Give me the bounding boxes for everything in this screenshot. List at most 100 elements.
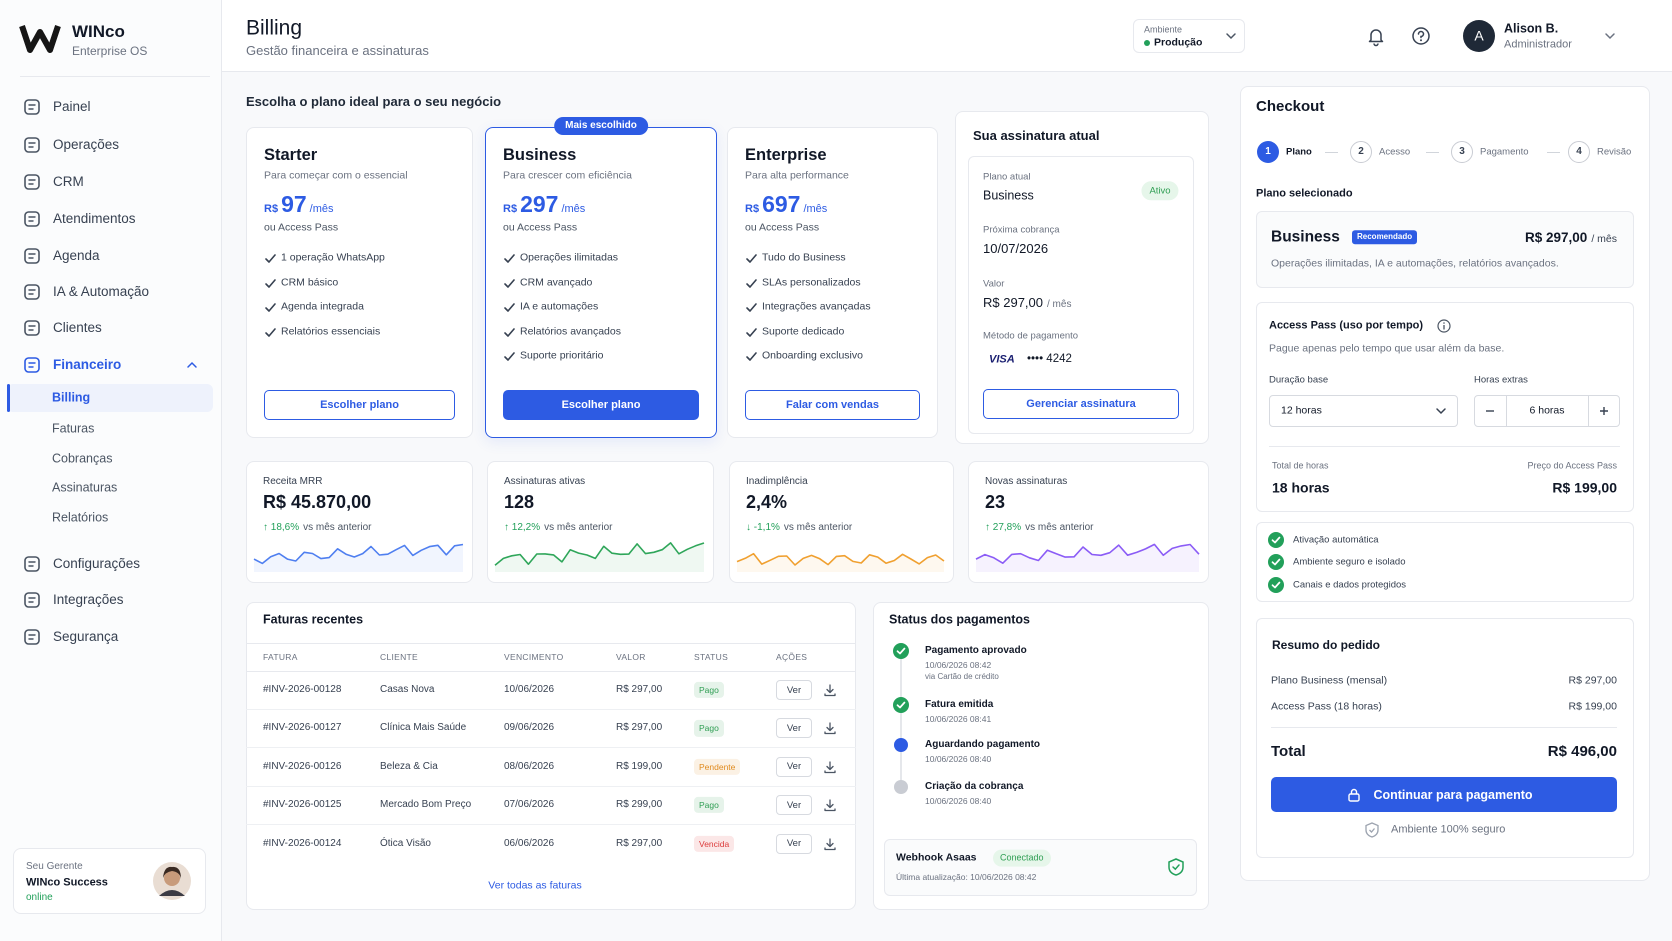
row-separator	[246, 785, 856, 787]
secure-icon	[1365, 822, 1379, 838]
event-time: 10/06/2026 08:40	[925, 795, 992, 806]
row-separator	[246, 709, 856, 710]
kpi-sparkline	[253, 543, 464, 572]
invoices-footer[interactable]: Ver todas as faturas	[488, 879, 582, 892]
nav-icon-part	[28, 289, 36, 295]
download-icon[interactable]	[823, 760, 837, 774]
nav-item[interactable]: Financeiro	[53, 356, 122, 372]
selected-plan-box	[1256, 211, 1634, 288]
event-detail: via Cartão de crédito	[925, 672, 999, 682]
view-button[interactable]: Ver	[776, 795, 812, 816]
view-button[interactable]: Ver	[776, 718, 812, 739]
plan-feature: Tudo do Business	[762, 251, 846, 264]
plan-feature: Integrações avançadas	[762, 300, 871, 313]
cell: R$ 297,00	[616, 837, 663, 849]
nav-item[interactable]: Painel	[53, 98, 91, 114]
view-button[interactable]: Ver	[776, 756, 812, 777]
bell-icon-part	[1368, 29, 1384, 43]
selected-plan-badge: Recomendado	[1352, 230, 1418, 244]
nav-item[interactable]: IA & Automação	[53, 283, 150, 299]
stepper-divider	[1506, 395, 1507, 427]
plus-button[interactable]	[1598, 405, 1610, 417]
feature-check-part	[746, 327, 757, 337]
subnav-item[interactable]: Cobranças	[52, 451, 113, 466]
kpi-label: Novas assinaturas	[985, 476, 1068, 487]
select-chevron-part	[1436, 408, 1446, 415]
nav-item[interactable]: CRM	[53, 173, 84, 189]
subnav-item[interactable]: Relatórios	[52, 510, 109, 525]
nav-icon	[24, 284, 40, 300]
step-connector	[1325, 152, 1338, 153]
nav-item[interactable]: Operações	[53, 136, 120, 152]
sub-label: Valor	[983, 278, 1005, 290]
lock-icon	[1348, 788, 1360, 802]
plan-feature: Relatórios avançados	[520, 325, 621, 338]
subnav-item[interactable]: Assinaturas	[52, 480, 118, 495]
feature-check	[1268, 532, 1284, 548]
brand-subtitle: Enterprise OS	[72, 43, 148, 58]
field-label: Horas extras	[1474, 374, 1528, 386]
nav-item[interactable]: Configurações	[53, 555, 141, 571]
invoices-card	[246, 602, 856, 910]
nav-icon-part	[24, 357, 40, 373]
feature-check	[746, 278, 757, 288]
nav-icon-part	[28, 216, 36, 222]
env-select[interactable]	[1133, 19, 1245, 53]
nav-icon	[24, 556, 40, 572]
duration-select[interactable]	[1269, 395, 1458, 427]
stepper-divider	[1588, 395, 1589, 427]
kpi-card	[968, 461, 1209, 583]
selected-label: Plano selecionado	[1256, 187, 1353, 200]
download-icon[interactable]	[823, 798, 837, 812]
env-label: Ambiente	[1144, 24, 1183, 35]
plan-feature: Operações ilimitadas	[520, 251, 619, 264]
nav-item[interactable]: Segurança	[53, 628, 119, 644]
kpi-change-part: vs mês anterior	[1025, 522, 1094, 533]
nav-icon-part	[24, 320, 40, 336]
download-icon[interactable]	[823, 683, 837, 697]
pay-button[interactable]: Continuar para pagamento	[1271, 777, 1617, 812]
sub-plan: Business	[983, 188, 1034, 203]
nav-item[interactable]: Integrações	[53, 591, 124, 607]
sidebar	[0, 0, 222, 941]
status-title: Status dos pagamentos	[889, 612, 1030, 627]
kpi-value: 128	[504, 492, 535, 513]
page-title: Billing	[246, 16, 303, 40]
download-icon[interactable]	[823, 837, 837, 851]
status-badge: Pago	[694, 720, 724, 737]
nav-item[interactable]: Clientes	[53, 319, 102, 335]
plus-button-part	[1600, 407, 1608, 415]
cell: R$ 297,00	[616, 722, 663, 734]
nav-item[interactable]: Agenda	[53, 247, 100, 263]
lock-icon-part	[1348, 793, 1360, 802]
view-button[interactable]: Ver	[776, 680, 812, 700]
summary-title: Resumo do pedido	[1272, 637, 1380, 652]
selected-plan-price-part: / mês	[1591, 232, 1617, 245]
cell: R$ 199,00	[616, 760, 663, 772]
minus-button[interactable]	[1484, 405, 1496, 417]
subnav-item[interactable]: Faturas	[52, 421, 95, 436]
feature-check	[746, 254, 757, 263]
plan-button[interactable]: Escolher plano	[264, 390, 455, 420]
subscription-button[interactable]: Gerenciar assinatura	[983, 389, 1179, 419]
plan-button[interactable]: Escolher plano	[503, 390, 699, 420]
plan-price-part: R$	[264, 203, 279, 216]
event-time: 10/06/2026 08:40	[925, 753, 992, 764]
manager-status: online	[26, 892, 53, 903]
manager-avatar-part	[163, 866, 181, 879]
manager-label: Seu Gerente	[26, 861, 83, 872]
step-circle-part	[1568, 141, 1590, 163]
nav-item[interactable]: Atendimentos	[53, 210, 136, 226]
subscription-card	[955, 111, 1209, 444]
nav-icon-part	[28, 634, 36, 640]
subnav-item[interactable]: Billing	[52, 390, 91, 405]
header	[222, 0, 1672, 72]
nav-icon-part	[24, 284, 40, 300]
view-button[interactable]: Ver	[776, 833, 812, 854]
plan-price-part: 297	[520, 191, 559, 218]
download-icon-part	[824, 761, 836, 773]
plan-button[interactable]: Falar com vendas	[745, 390, 920, 420]
plan-price-part: R$	[503, 203, 518, 216]
download-icon[interactable]	[823, 721, 837, 735]
